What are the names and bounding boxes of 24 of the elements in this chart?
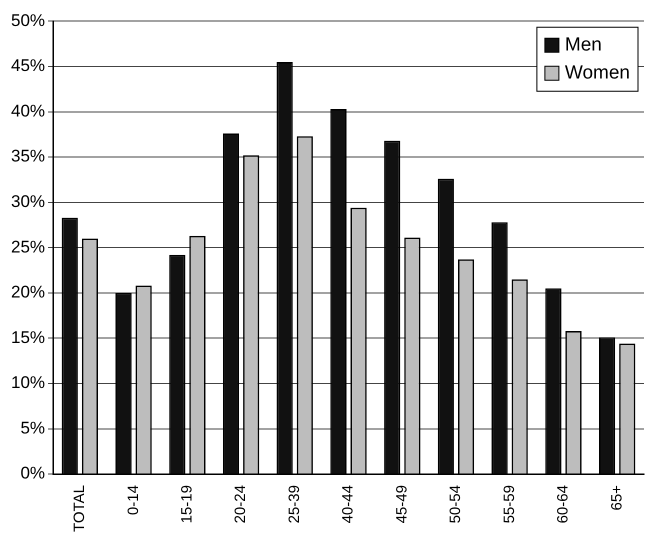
x-tick-label: TOTAL [71,485,88,532]
x-tick-label: 50-54 [447,485,464,524]
y-tick-label: 25% [10,237,46,256]
x-tick-label: 45-49 [393,485,410,524]
x-tick-label: 20-24 [232,485,250,524]
x-tick-label: 65+ [608,484,626,510]
x-tick-label: 55-59 [500,485,518,524]
x-tick-label: 15-19 [178,485,196,524]
y-tick-label: 35% [10,146,46,166]
legend-label: Men [564,34,602,56]
y-tick-label: 5% [20,418,46,438]
legend-label: Women [564,62,630,84]
y-tick-label: 10% [10,373,46,392]
y-tick-label: 20% [10,282,46,302]
y-tick-label: 50% [10,10,46,30]
x-tick-label: 25-39 [286,485,303,524]
y-tick-label: 30% [10,192,46,212]
y-tick-label: 0% [20,464,46,483]
x-tick-label: 40-44 [340,485,357,524]
y-tick-label: 15% [10,328,46,347]
x-tick-label: 60-64 [554,485,572,524]
x-tick-label: 0-14 [124,485,142,516]
y-tick-label: 40% [10,101,46,120]
y-tick-label: 45% [10,56,46,76]
